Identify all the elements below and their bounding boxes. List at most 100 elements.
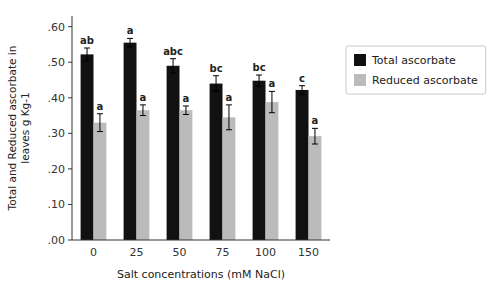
bar: [210, 84, 223, 240]
x-tick-label: 50: [173, 246, 187, 259]
bar: [253, 81, 266, 240]
x-tick-label: 150: [298, 246, 319, 259]
error-bar: [170, 59, 176, 73]
error-bar: [213, 76, 219, 92]
error-bar: [97, 114, 103, 132]
y-tick: [68, 204, 72, 205]
y-tick-label: .20: [48, 163, 66, 176]
error-cap: [140, 104, 146, 105]
y-tick-label: .50: [48, 56, 66, 69]
chart: abaabcbcbccaaaaaa.00.10.20.30.40.50.6002…: [0, 0, 500, 288]
error-cap: [140, 115, 146, 116]
error-line: [99, 114, 100, 132]
y-tick: [68, 133, 72, 134]
error-line: [173, 59, 174, 73]
error-bar: [140, 105, 146, 116]
legend-swatch: [354, 74, 366, 86]
error-bar: [183, 106, 189, 115]
significance-label: bc: [210, 63, 223, 74]
error-cap: [170, 58, 176, 59]
error-cap: [84, 48, 90, 49]
error-cap: [127, 38, 133, 39]
legend-label: Total ascorbate: [371, 54, 456, 67]
error-line: [87, 48, 88, 61]
error-cap: [213, 91, 219, 92]
error-bar: [256, 75, 262, 86]
error-cap: [213, 75, 219, 76]
y-tick: [68, 168, 72, 169]
error-cap: [226, 129, 232, 130]
error-line: [271, 91, 272, 112]
y-axis-label-line: Total and Reduced ascorbate in: [6, 46, 18, 212]
y-tick-label: .60: [48, 21, 66, 34]
error-cap: [256, 75, 262, 76]
error-line: [216, 76, 217, 92]
significance-label: a: [140, 92, 147, 103]
bar: [167, 66, 180, 240]
plot-area: [81, 38, 322, 240]
error-cap: [183, 105, 189, 106]
significance-label: bc: [253, 62, 266, 73]
error-bar: [84, 48, 90, 61]
y-tick: [68, 240, 72, 241]
bar: [137, 110, 150, 240]
y-tick-label: .00: [48, 234, 66, 247]
error-cap: [170, 72, 176, 73]
x-axis-line: [72, 240, 330, 241]
error-line: [228, 105, 229, 130]
error-bar: [226, 105, 232, 130]
y-axis-line: [72, 16, 73, 240]
error-cap: [84, 60, 90, 61]
significance-label: a: [226, 92, 233, 103]
error-bar: [312, 128, 318, 144]
y-axis-label: Total and Reduced ascorbate inleaves g K…: [6, 46, 31, 212]
error-line: [130, 38, 131, 47]
error-cap: [299, 85, 305, 86]
y-tick: [68, 26, 72, 27]
x-axis-label: Salt concentrations (mM NaCl): [117, 268, 285, 281]
error-line: [142, 105, 143, 116]
bar: [180, 110, 193, 240]
error-line: [314, 128, 315, 144]
error-cap: [312, 128, 318, 129]
significance-label: abc: [163, 46, 183, 57]
error-bar: [127, 38, 133, 47]
x-tick-label: 0: [90, 246, 97, 259]
error-cap: [312, 144, 318, 145]
y-tick-label: .40: [48, 92, 66, 105]
error-line: [302, 86, 303, 95]
bar: [296, 90, 309, 240]
bar: [309, 136, 322, 240]
legend-swatch: [354, 54, 366, 66]
x-tick-label: 25: [130, 246, 144, 259]
error-cap: [269, 112, 275, 113]
y-axis-label-line: leaves g Kg-1: [19, 92, 31, 163]
error-bar: [269, 91, 275, 112]
legend-frame: [346, 46, 486, 94]
significance-label: a: [183, 93, 190, 104]
bar: [266, 102, 279, 240]
bar: [223, 117, 236, 240]
significance-label: a: [97, 101, 104, 112]
significance-label: a: [127, 25, 134, 36]
y-tick: [68, 97, 72, 98]
error-line: [185, 106, 186, 115]
x-tick-label: 100: [255, 246, 276, 259]
y-tick-label: .10: [48, 198, 66, 211]
bar: [81, 54, 94, 240]
significance-label: c: [299, 73, 305, 84]
error-cap: [97, 113, 103, 114]
bar: [94, 123, 107, 240]
legend: Total ascorbate Reduced ascorbate: [346, 46, 486, 94]
y-tick-label: .30: [48, 127, 66, 140]
significance-label: ab: [80, 35, 94, 46]
error-bar: [299, 86, 305, 95]
error-line: [259, 75, 260, 86]
bar: [124, 43, 137, 240]
significance-label: a: [269, 78, 276, 89]
error-cap: [269, 91, 275, 92]
error-cap: [226, 104, 232, 105]
legend-label: Reduced ascorbate: [372, 74, 478, 87]
error-cap: [299, 94, 305, 95]
error-cap: [127, 46, 133, 47]
